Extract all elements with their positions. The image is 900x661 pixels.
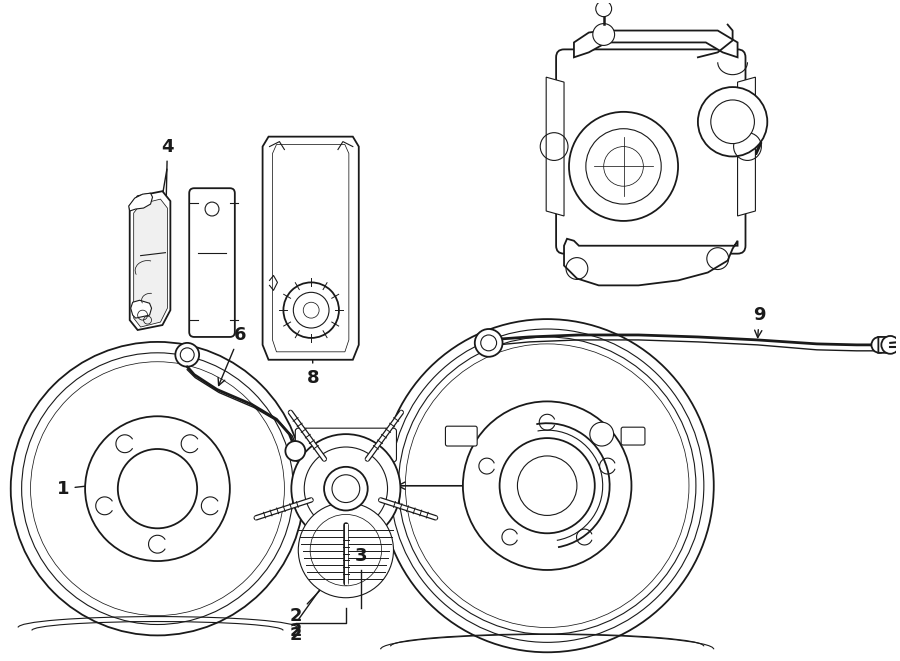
Circle shape — [324, 467, 368, 510]
FancyBboxPatch shape — [556, 50, 745, 254]
Circle shape — [604, 147, 644, 186]
Circle shape — [332, 475, 360, 502]
Text: 2: 2 — [290, 627, 302, 644]
Circle shape — [284, 282, 339, 338]
Circle shape — [405, 344, 689, 627]
Circle shape — [303, 302, 320, 318]
Circle shape — [518, 456, 577, 516]
Circle shape — [298, 502, 393, 598]
Text: 5: 5 — [401, 477, 615, 494]
Polygon shape — [546, 77, 564, 216]
Circle shape — [391, 329, 704, 642]
Polygon shape — [263, 137, 359, 360]
FancyBboxPatch shape — [621, 427, 645, 445]
Text: 5: 5 — [398, 477, 615, 494]
Circle shape — [590, 422, 614, 446]
Polygon shape — [130, 300, 151, 318]
Circle shape — [475, 329, 502, 357]
Circle shape — [118, 449, 197, 528]
Circle shape — [569, 112, 678, 221]
Circle shape — [399, 337, 696, 635]
Circle shape — [698, 87, 768, 157]
FancyBboxPatch shape — [295, 428, 397, 462]
FancyBboxPatch shape — [189, 188, 235, 337]
Circle shape — [11, 342, 304, 635]
Polygon shape — [130, 191, 170, 330]
Circle shape — [86, 416, 230, 561]
Circle shape — [292, 434, 400, 543]
Text: 1: 1 — [57, 477, 148, 498]
Circle shape — [871, 337, 887, 353]
Circle shape — [22, 353, 293, 625]
Circle shape — [881, 336, 899, 354]
Circle shape — [586, 129, 662, 204]
Polygon shape — [273, 145, 349, 352]
Polygon shape — [564, 239, 738, 286]
Circle shape — [285, 441, 305, 461]
Circle shape — [293, 292, 329, 328]
Circle shape — [596, 1, 612, 17]
Text: 3: 3 — [355, 547, 367, 565]
Circle shape — [463, 401, 632, 570]
Circle shape — [381, 319, 714, 652]
Text: 2: 2 — [290, 571, 338, 625]
Text: 7: 7 — [680, 141, 763, 159]
Circle shape — [500, 438, 595, 533]
Text: 9: 9 — [753, 306, 766, 338]
Circle shape — [310, 514, 382, 586]
Circle shape — [711, 100, 754, 143]
Polygon shape — [878, 337, 891, 353]
Circle shape — [304, 447, 388, 530]
Text: 4: 4 — [161, 137, 174, 231]
Text: 2: 2 — [290, 623, 302, 641]
Text: 8: 8 — [307, 315, 320, 387]
FancyBboxPatch shape — [446, 426, 477, 446]
Text: 6: 6 — [218, 326, 246, 385]
Circle shape — [176, 343, 199, 367]
Circle shape — [593, 24, 615, 46]
Polygon shape — [129, 193, 152, 211]
Polygon shape — [574, 30, 738, 58]
Polygon shape — [738, 77, 755, 216]
Polygon shape — [134, 199, 167, 327]
Circle shape — [31, 362, 284, 615]
